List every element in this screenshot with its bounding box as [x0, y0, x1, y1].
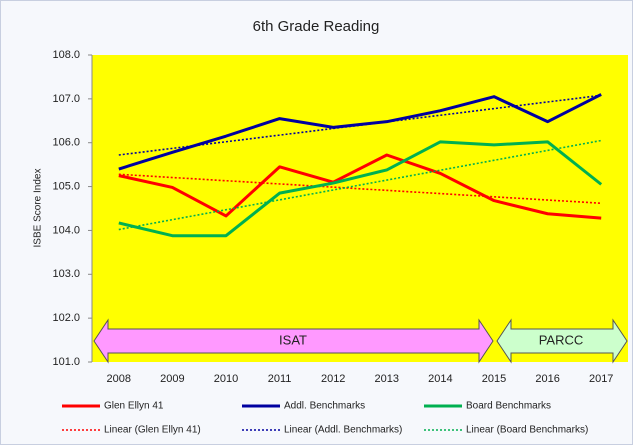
x-tick-label: 2016: [535, 373, 559, 385]
x-tick-label: 2011: [268, 373, 292, 385]
y-tick-label: 101.0: [52, 356, 80, 368]
x-tick-label: 2010: [214, 373, 238, 385]
y-tick-label: 107.0: [52, 93, 80, 105]
series-line: [118, 140, 603, 238]
y-tick-label: 105.0: [52, 180, 80, 192]
plot-area: [92, 55, 628, 362]
trend-line: [118, 173, 602, 205]
x-tick-label: 2008: [107, 373, 131, 385]
y-tick-label: 102.0: [52, 312, 80, 324]
y-tick-label: 103.0: [52, 268, 80, 280]
legend-label: Linear (Addl. Benchmarks): [284, 425, 402, 436]
x-tick-label: 2015: [482, 373, 506, 385]
legend-label: Addl. Benchmarks: [284, 401, 365, 412]
annotation: PARCC: [539, 332, 584, 347]
legend-label: Linear (Board Benchmarks): [466, 425, 588, 436]
y-tick-label: 106.0: [52, 137, 80, 149]
x-tick-label: 2012: [321, 373, 345, 385]
series-line: [118, 93, 602, 171]
chart-title: 6th Grade Reading: [253, 18, 380, 35]
legend-label: Glen Ellyn 41: [104, 401, 164, 412]
x-tick-label: 2017: [589, 373, 613, 385]
y-tick-label: 108.0: [52, 49, 80, 61]
series-line: [118, 153, 602, 220]
y-tick-label: 104.0: [52, 224, 80, 236]
isat-arrow: [93, 318, 494, 364]
annotation: ISAT: [279, 332, 307, 347]
x-tick-label: 2013: [375, 373, 399, 385]
legend-label: Linear (Glen Ellyn 41): [104, 425, 201, 436]
parcc-arrow: [496, 318, 628, 364]
y-axis-label: ISBE Score Index: [33, 169, 44, 248]
x-tick-label: 2009: [160, 373, 184, 385]
x-tick-label: 2014: [428, 373, 452, 385]
trend-line: [118, 139, 602, 231]
legend-label: Board Benchmarks: [466, 401, 551, 412]
